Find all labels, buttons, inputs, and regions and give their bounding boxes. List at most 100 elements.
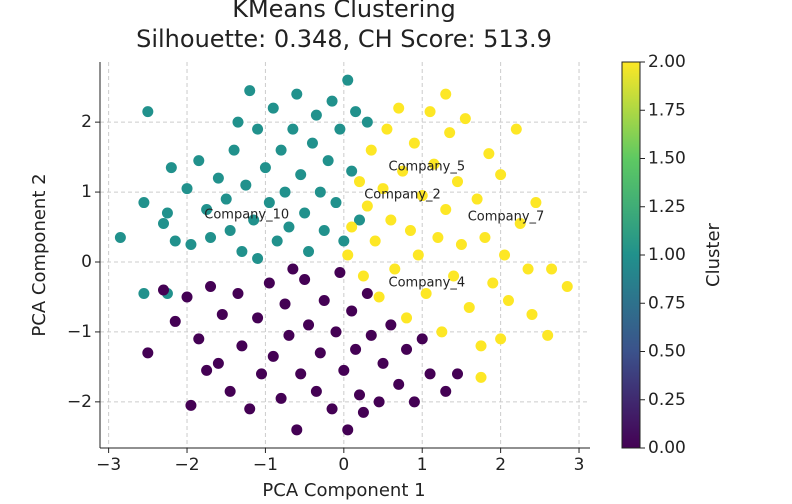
point bbox=[169, 235, 181, 247]
point bbox=[142, 347, 154, 359]
point bbox=[287, 123, 299, 135]
point bbox=[463, 301, 475, 313]
point bbox=[165, 162, 177, 174]
point bbox=[455, 239, 467, 251]
point bbox=[185, 239, 197, 251]
point bbox=[483, 148, 495, 160]
point bbox=[310, 109, 322, 121]
point bbox=[499, 249, 511, 261]
point bbox=[526, 308, 538, 320]
point bbox=[287, 263, 299, 275]
point bbox=[224, 225, 236, 237]
x-tick-label: 0 bbox=[338, 455, 349, 475]
point bbox=[342, 249, 354, 261]
point bbox=[428, 158, 440, 170]
point bbox=[169, 315, 181, 327]
y-tick-label: 1 bbox=[81, 182, 92, 202]
colorbar bbox=[621, 61, 641, 449]
annotation: Company_2 bbox=[364, 187, 441, 202]
y-tick-label: 0 bbox=[81, 252, 92, 272]
point bbox=[114, 232, 126, 244]
point bbox=[193, 155, 205, 167]
point bbox=[420, 287, 432, 299]
colorbar-tick-label: 0.00 bbox=[648, 438, 686, 458]
point bbox=[444, 127, 456, 139]
point bbox=[404, 225, 416, 237]
point bbox=[259, 162, 271, 174]
point bbox=[502, 294, 514, 306]
point bbox=[314, 186, 326, 198]
point bbox=[495, 169, 507, 181]
point bbox=[408, 396, 420, 408]
point bbox=[283, 221, 295, 233]
point bbox=[291, 424, 303, 436]
point bbox=[263, 277, 275, 289]
point bbox=[275, 144, 287, 156]
point bbox=[354, 176, 366, 188]
point bbox=[212, 172, 224, 184]
point bbox=[330, 197, 342, 209]
colorbar-tick-label: 1.25 bbox=[648, 197, 686, 217]
point bbox=[440, 385, 452, 397]
point bbox=[232, 116, 244, 128]
x-tick-label: −2 bbox=[174, 455, 199, 475]
point bbox=[326, 95, 338, 107]
colorbar-tick-label: 0.75 bbox=[648, 293, 686, 313]
point bbox=[252, 123, 264, 135]
point bbox=[542, 329, 554, 341]
point bbox=[530, 197, 542, 209]
x-axis-label: PCA Component 1 bbox=[262, 480, 425, 501]
point bbox=[283, 329, 295, 341]
point bbox=[138, 197, 150, 209]
annotation: Company_5 bbox=[389, 159, 466, 174]
point bbox=[212, 357, 224, 369]
x-tick-label: −3 bbox=[96, 455, 121, 475]
point bbox=[401, 343, 413, 355]
point bbox=[424, 368, 436, 380]
point bbox=[299, 273, 311, 285]
annotation: Company_7 bbox=[468, 210, 545, 225]
point bbox=[346, 165, 358, 177]
point bbox=[514, 218, 526, 230]
point bbox=[357, 406, 369, 418]
point bbox=[306, 137, 318, 149]
point bbox=[142, 106, 154, 118]
point bbox=[546, 263, 558, 275]
point bbox=[377, 357, 389, 369]
colorbar-tick-label: 2.00 bbox=[648, 52, 686, 72]
point bbox=[408, 137, 420, 149]
point bbox=[365, 144, 377, 156]
point bbox=[334, 123, 346, 135]
point bbox=[299, 207, 311, 219]
point bbox=[401, 312, 413, 324]
point bbox=[475, 371, 487, 383]
point bbox=[205, 232, 217, 244]
point bbox=[440, 204, 452, 216]
point bbox=[369, 235, 381, 247]
point bbox=[279, 186, 291, 198]
point bbox=[138, 287, 150, 299]
point bbox=[322, 155, 334, 167]
point bbox=[389, 263, 401, 275]
point bbox=[373, 291, 385, 303]
point bbox=[181, 183, 193, 195]
point bbox=[346, 305, 358, 317]
point bbox=[350, 106, 362, 118]
point bbox=[314, 347, 326, 359]
colorbar-tick-label: 0.50 bbox=[648, 342, 686, 362]
point bbox=[452, 368, 464, 380]
point bbox=[275, 392, 287, 404]
point bbox=[158, 218, 170, 230]
x-tick-label: 2 bbox=[495, 455, 506, 475]
point bbox=[424, 106, 436, 118]
point bbox=[291, 88, 303, 100]
y-tick-label: −1 bbox=[67, 322, 92, 342]
point bbox=[377, 183, 389, 195]
y-axis-label: PCA Component 2 bbox=[29, 173, 50, 336]
point bbox=[303, 319, 315, 331]
point bbox=[397, 165, 409, 177]
colorbar-tick-label: 0.25 bbox=[648, 390, 686, 410]
point bbox=[522, 263, 534, 275]
point bbox=[232, 287, 244, 299]
